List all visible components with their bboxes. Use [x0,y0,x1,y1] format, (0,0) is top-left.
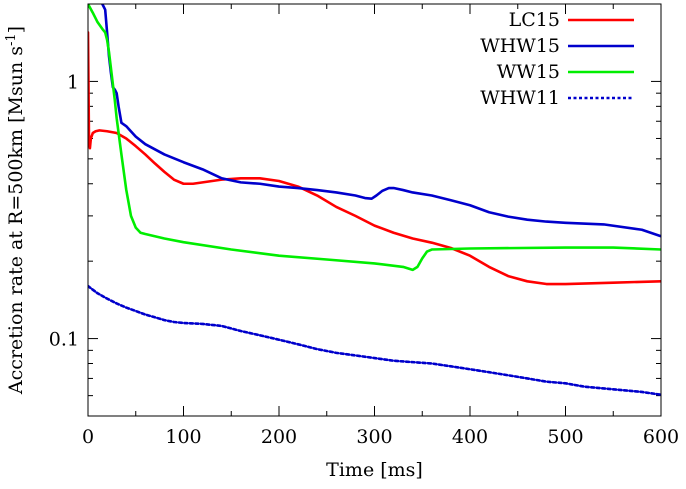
ticks-layer: 0 100 200 300 400 500 600 0.1 1 [49,3,679,448]
y-axis-label-superscript: -1 [4,33,19,46]
legend-label-lc15: LC15 [509,9,560,31]
series-line-whw15 [101,4,661,238]
series-layer [88,4,661,397]
legend-label-whw11: WHW11 [480,87,560,109]
x-tick-label: 0 [82,426,94,448]
x-axis-label: Time [ms] [326,459,423,481]
x-tick-label: 400 [452,426,488,448]
legend-label-ww15: WW15 [497,61,560,83]
series-line-lc15 [88,31,661,286]
y-axis-label-main: Accretion rate at R=500km [Msun s [5,46,27,395]
y-tick-label: 0.1 [49,329,79,351]
legend-label-whw15: WHW15 [480,35,560,57]
x-tick-label: 600 [643,426,679,448]
x-tick-label: 300 [356,426,392,448]
legend: LC15 WHW15 WW15 WHW11 [480,9,634,109]
x-tick-label: 100 [165,426,201,448]
x-tick-label: 200 [261,426,297,448]
series-line-whw11 [88,284,661,397]
y-tick-label: 1 [67,71,79,93]
y-axis-label: Accretion rate at R=500km [Msun s-1] [4,26,27,395]
y-axis-label-suffix: ] [5,26,27,33]
x-tick-label: 500 [547,426,583,448]
series-line-ww15 [88,4,661,272]
plot-frame [87,3,662,417]
